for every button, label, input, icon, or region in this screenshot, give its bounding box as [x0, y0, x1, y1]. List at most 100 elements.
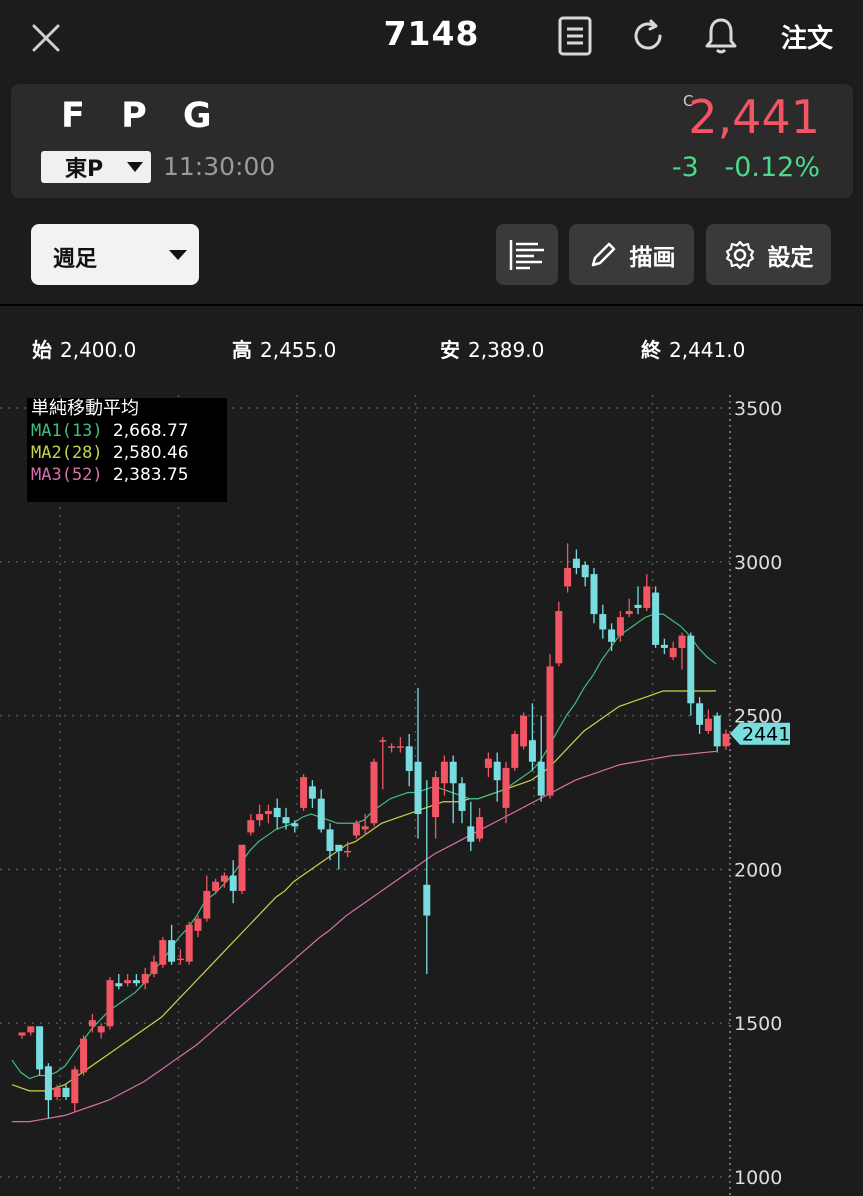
y-tick-label: 2500 — [734, 706, 782, 728]
candle-body — [97, 1026, 105, 1033]
candle-body — [212, 881, 220, 891]
period-select[interactable]: 週足 — [31, 224, 199, 285]
candle-body — [185, 924, 193, 962]
candle-body — [396, 746, 404, 748]
current-price: 2,441 — [688, 90, 820, 144]
candle-body — [414, 761, 422, 815]
draw-button[interactable]: 描画 — [569, 224, 694, 285]
close-button[interactable] — [26, 18, 66, 58]
refresh-button[interactable] — [626, 14, 670, 58]
candle-body — [291, 823, 299, 827]
align-icon — [509, 239, 544, 270]
order-button[interactable]: 注文 — [780, 24, 833, 54]
alert-button[interactable] — [699, 14, 743, 58]
ma2-value: 2,580.46 — [112, 443, 189, 463]
quote-card: F P G 東P 11:30:00 C 2,441 -3 -0.12% — [11, 84, 853, 198]
candle-body — [458, 783, 466, 811]
high-label: 高 — [232, 338, 252, 362]
candle-body — [564, 567, 572, 587]
top-bar: 7148 注文 — [0, 0, 863, 76]
candle-body — [317, 798, 325, 830]
candle-body — [590, 574, 598, 615]
pencil-icon — [591, 242, 615, 266]
low-value: 2,389.0 — [468, 338, 545, 362]
candle-body — [106, 980, 114, 1027]
ma1-label: MA1(13) — [31, 421, 103, 441]
candle-body — [273, 807, 281, 818]
candle-body — [476, 817, 484, 839]
market-label: 東P — [65, 157, 104, 182]
close-icon — [32, 24, 60, 52]
candle-body — [511, 734, 519, 768]
candle-body — [449, 761, 457, 784]
ma1-line — [11, 613, 717, 1080]
price-tag-label: 2441 — [742, 724, 790, 746]
settings-label: 設定 — [767, 244, 814, 271]
candle-body — [203, 890, 211, 919]
candle-body — [502, 767, 510, 808]
candle-body — [132, 980, 140, 984]
candle-body — [625, 611, 633, 615]
period-label: 週足 — [53, 247, 98, 272]
candle-body — [176, 958, 184, 961]
candle-body — [432, 777, 440, 818]
y-tick-label: 2000 — [734, 859, 782, 881]
candle-body — [652, 592, 660, 645]
candle-body — [344, 850, 352, 853]
candle-body — [220, 875, 228, 882]
candle-body — [124, 980, 132, 984]
candle-body — [256, 814, 264, 821]
candle-body — [581, 564, 589, 578]
candle-body — [282, 817, 290, 824]
close-marker: C — [683, 92, 694, 110]
candle-body — [141, 973, 149, 984]
candle-body — [405, 746, 413, 771]
ma-legend-item: MA1(13) 2,668.77 — [31, 420, 223, 442]
close-label: 終 — [641, 338, 661, 362]
ma-legend-title: 単純移動平均 — [31, 398, 139, 419]
candle-body — [361, 826, 369, 830]
indicator-button[interactable] — [496, 224, 558, 285]
candle-body — [572, 558, 580, 568]
ma3-value: 2,383.75 — [112, 465, 189, 485]
quote-time: 11:30:00 — [163, 152, 276, 181]
candle-body — [229, 875, 237, 891]
candle-body — [669, 647, 677, 658]
candle-body — [115, 983, 123, 987]
candle-body — [300, 777, 308, 808]
candle-body — [27, 1026, 35, 1033]
candle-body — [687, 635, 695, 704]
candle-body — [528, 740, 536, 762]
candle-body — [555, 611, 563, 664]
candle-body — [88, 1020, 96, 1027]
candle-body — [352, 823, 360, 836]
market-select[interactable]: 東P — [41, 151, 151, 183]
high-value: 2,455.0 — [260, 338, 337, 362]
candle-body — [599, 614, 607, 630]
price-tag — [730, 722, 790, 745]
candle-body — [168, 940, 176, 962]
ma1-value: 2,668.77 — [112, 421, 189, 441]
candle-body — [537, 761, 545, 796]
candle-body — [150, 961, 158, 974]
y-tick-label: 1500 — [734, 1013, 782, 1035]
draw-label: 描画 — [629, 244, 676, 271]
y-tick-label: 1000 — [734, 1167, 782, 1189]
candle-body — [308, 786, 316, 799]
candle-body — [71, 1069, 79, 1104]
ma2-line — [11, 690, 717, 1092]
settings-button[interactable]: 設定 — [706, 224, 831, 285]
candle-body — [634, 604, 642, 608]
document-button[interactable] — [553, 14, 597, 58]
ohlc-close: 終 2,441.0 — [641, 334, 745, 363]
ohlc-low: 安 2,389.0 — [440, 334, 544, 363]
candlestick-chart[interactable]: 3500 3000 2500 2000 1500 1000 2441 — [0, 380, 863, 1196]
candle-body — [247, 820, 255, 833]
gear-icon — [725, 240, 754, 269]
candle-body — [18, 1032, 26, 1036]
ma3-line — [12, 750, 717, 1123]
chevron-down-icon — [127, 162, 143, 172]
y-tick-label: 3500 — [734, 398, 782, 420]
stock-name: F P G — [61, 96, 224, 136]
chart-toolbar: 週足 描画 設定 — [0, 206, 863, 304]
